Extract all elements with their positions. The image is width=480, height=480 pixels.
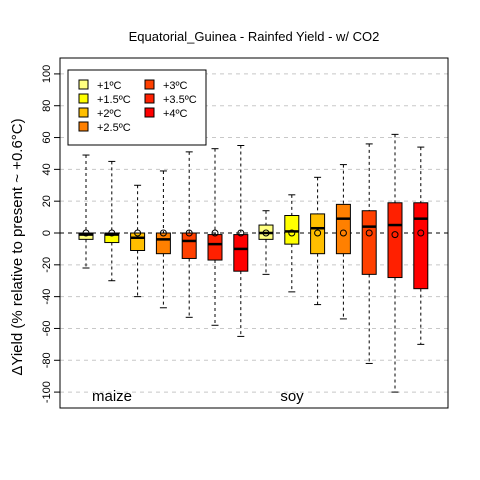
legend-swatch <box>144 93 155 104</box>
y-tick-label: 40 <box>41 163 53 175</box>
box <box>310 213 326 255</box>
legend-swatch <box>78 79 89 90</box>
y-tick-label: 60 <box>41 131 53 143</box>
mean-marker <box>391 231 399 239</box>
legend-swatch <box>78 93 89 104</box>
mean-marker <box>365 229 373 237</box>
group-label: soy <box>280 388 304 405</box>
legend-entry: +1.5ºC <box>97 94 131 106</box>
box <box>335 203 351 255</box>
y-tick-label: -40 <box>41 289 53 305</box>
mean-marker <box>211 229 219 237</box>
box <box>387 202 403 279</box>
mean-marker <box>159 229 167 237</box>
mean-marker <box>314 229 322 237</box>
legend-entry: +3.5ºC <box>163 94 197 106</box>
box <box>104 232 120 244</box>
plot-area: -100 -80 -60 -40 -20 0 20 40 60 80 100 maize soy <box>41 57 449 409</box>
plot-frame <box>59 57 449 409</box>
y-axis-label: ΔYield (% relative to present ~ +0.6°C) <box>9 118 26 375</box>
legend-entry: +3ºC <box>163 80 188 92</box>
legend-entry: +4ºC <box>163 108 188 120</box>
mean-marker <box>288 229 296 237</box>
chart-title: Equatorial_Guinea - Rainfed Yield - w/ C… <box>129 29 380 44</box>
mean-marker <box>134 229 142 237</box>
box <box>181 232 197 259</box>
mean-marker <box>262 229 270 237</box>
y-tick-label: -20 <box>41 257 53 273</box>
mean-marker <box>417 229 425 237</box>
legend-swatch <box>78 107 89 118</box>
y-tick-label: 20 <box>41 195 53 207</box>
legend-swatch <box>144 107 155 118</box>
box <box>233 234 249 272</box>
legend-box <box>67 69 207 146</box>
legend-entry: +2.5ºC <box>97 122 131 134</box>
mean-marker <box>339 229 347 237</box>
y-tick-label: 0 <box>41 230 53 236</box>
y-tick-label: 80 <box>41 100 53 112</box>
y-tick-label: -60 <box>41 321 53 337</box>
y-tick-label: -100 <box>41 381 53 403</box>
mean-marker <box>82 229 90 237</box>
mean-marker <box>185 229 193 237</box>
mean-marker <box>237 229 245 237</box>
y-tick-label: -80 <box>41 352 53 368</box>
legend-entry: +1ºC <box>97 80 122 92</box>
group-label: maize <box>92 388 132 405</box>
box <box>413 202 429 290</box>
box <box>207 234 223 261</box>
box <box>361 210 377 275</box>
legend-swatch <box>144 79 155 90</box>
legend: +1ºC +1.5ºC +2ºC +2.5ºC +3ºC +3.5ºC +4ºC <box>67 69 207 146</box>
legend-swatch <box>78 121 89 132</box>
mean-marker <box>108 229 116 237</box>
legend-entry: +2ºC <box>97 108 122 120</box>
y-tick-label: 100 <box>41 65 53 83</box>
